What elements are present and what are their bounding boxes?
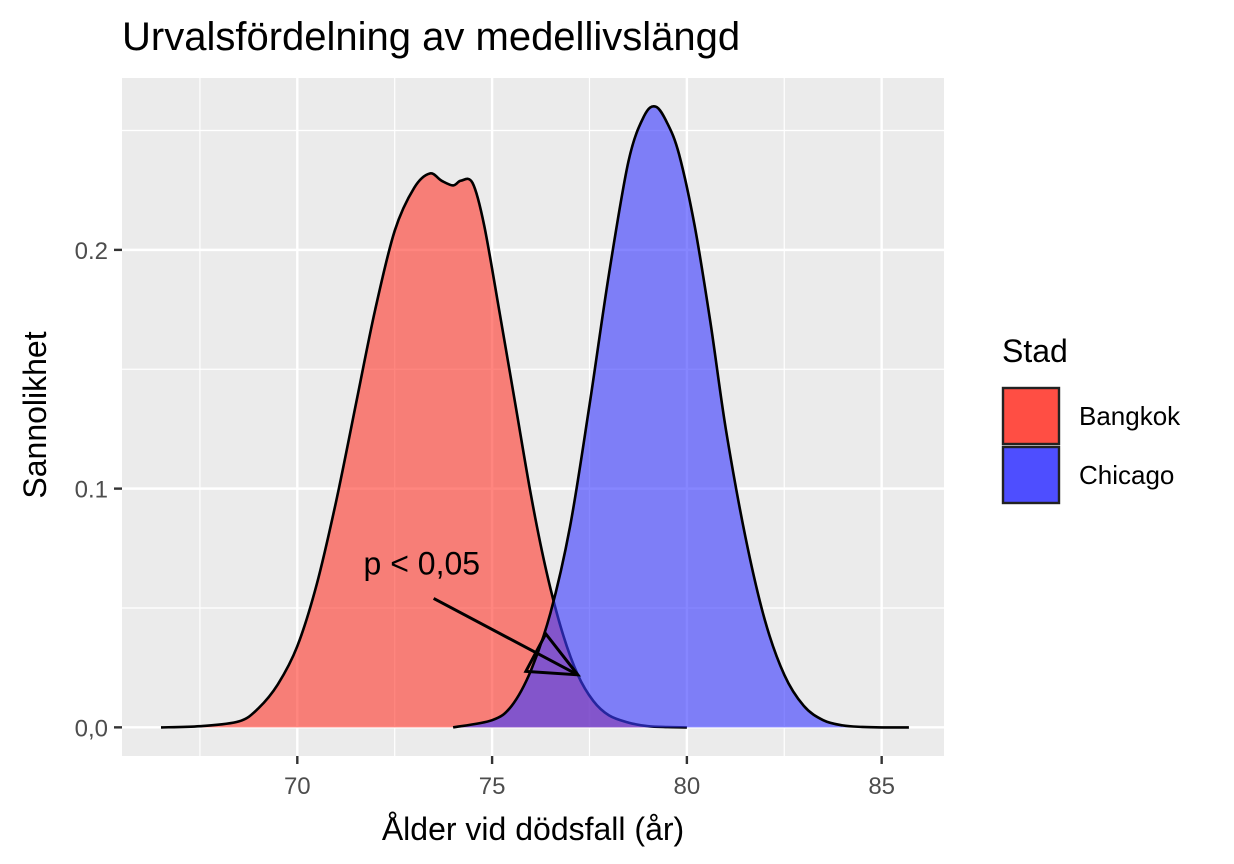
- y-axis-title: Sannolikhet: [17, 331, 53, 498]
- legend-label-bangkok: Bangkok: [1079, 401, 1181, 431]
- annotation-arrow-head: [523, 631, 582, 677]
- annotation-arrow-line: [432, 597, 579, 677]
- density-area-chicago: [453, 106, 909, 728]
- legend-key-chicago: [1001, 445, 1061, 505]
- x-tick-label: 80: [674, 773, 701, 800]
- y-tick-label: 0,0: [75, 715, 108, 742]
- legend-key-bangkok: [1001, 386, 1061, 446]
- x-axis-title: Ålder vid dödsfall (år): [382, 811, 684, 847]
- x-tick-label: 85: [868, 773, 895, 800]
- y-tick-label: 0.1: [75, 477, 108, 504]
- annotation: p < 0,05: [364, 546, 582, 677]
- legend-label-chicago: Chicago: [1079, 460, 1174, 490]
- x-tick-label: 70: [284, 773, 311, 800]
- legend-title: Stad: [1002, 333, 1068, 369]
- y-axis: 0,0 0.1 0.2: [75, 238, 122, 742]
- density-line-chicago: [452, 105, 909, 729]
- annotation-text: p < 0,05: [364, 546, 481, 582]
- chart-title: Urvalsfördelning av medellivslängd: [122, 15, 740, 59]
- y-tick-label: 0.2: [75, 238, 108, 265]
- x-axis: 70 75 80 85: [284, 756, 895, 800]
- density-area-bangkok: [161, 173, 687, 728]
- density-series: [160, 105, 909, 729]
- legend: Stad Bangkok Chicago: [1001, 333, 1181, 505]
- x-tick-label: 75: [479, 773, 506, 800]
